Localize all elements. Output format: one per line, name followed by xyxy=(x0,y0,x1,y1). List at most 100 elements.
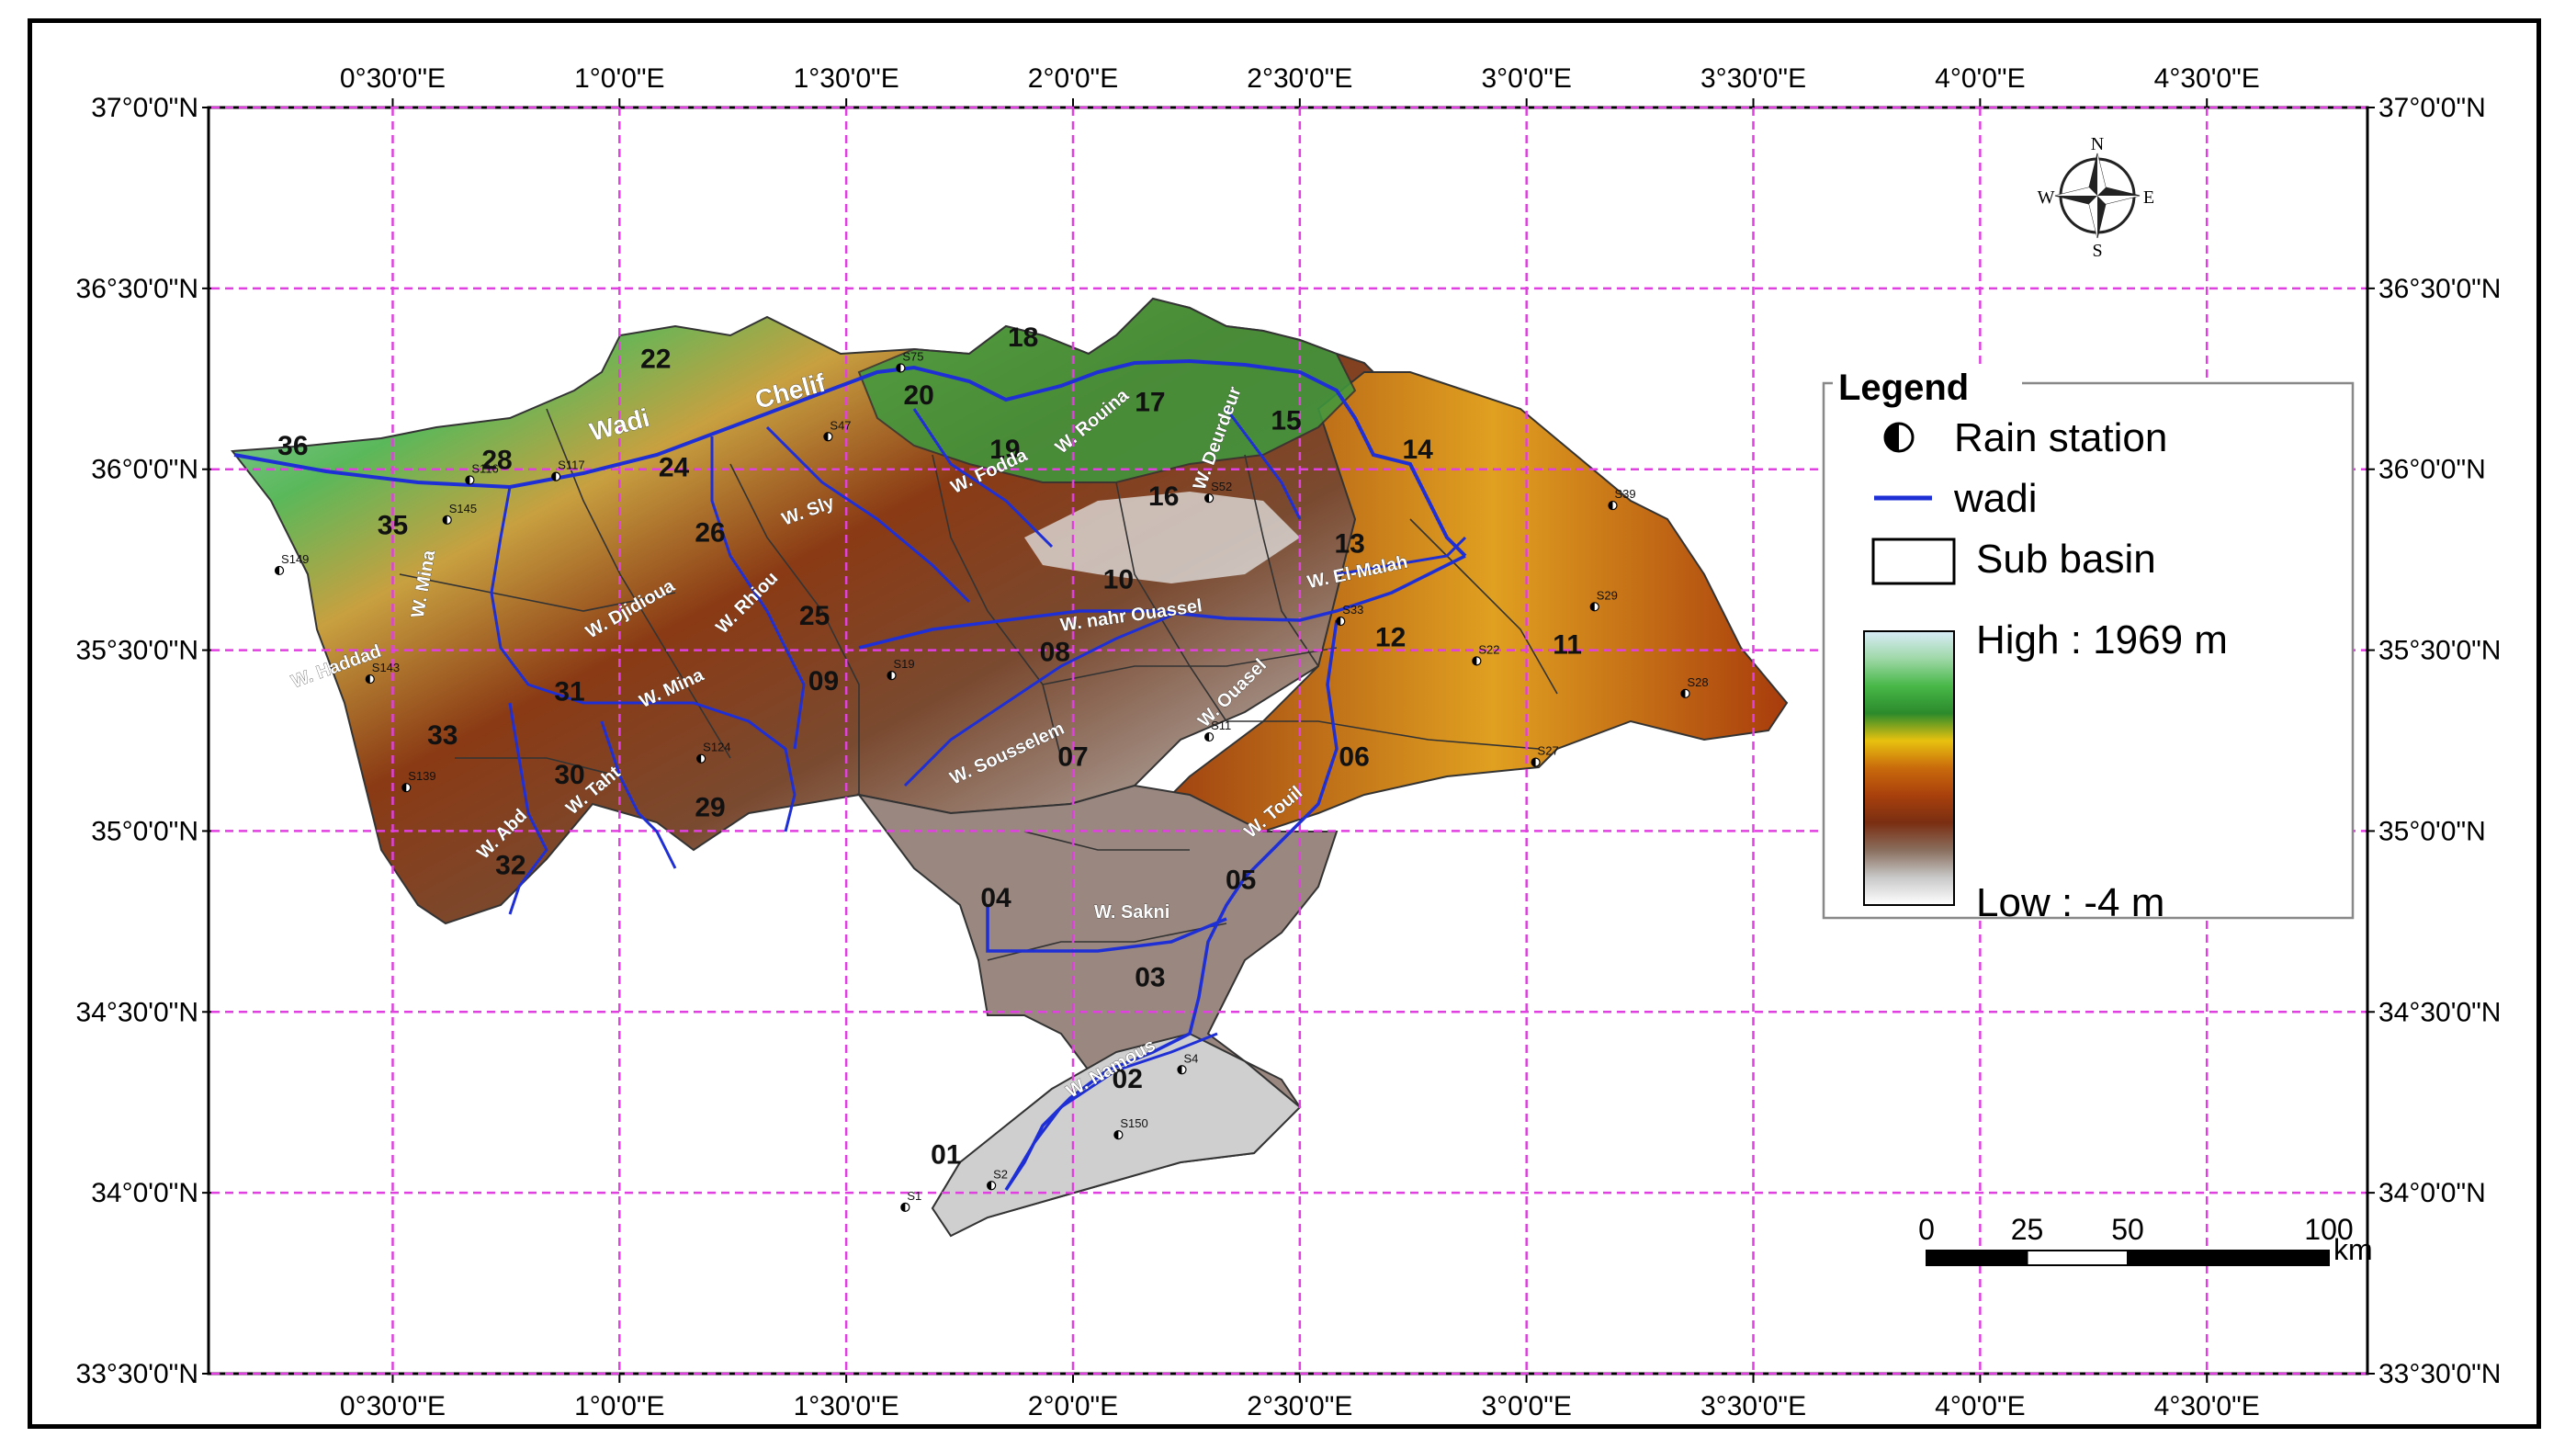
rain-station-S11: S11 xyxy=(1204,719,1231,742)
rain-station-label: S27 xyxy=(1538,744,1559,758)
wadi-sly xyxy=(765,425,971,604)
legend-low-label: Low : -4 m xyxy=(1976,880,2164,925)
lon-label-bottom-4: 2°30'0"E xyxy=(1247,1391,1352,1421)
legend-high-label: High : 1969 m xyxy=(1976,617,2228,662)
lat-label-right-3: 35°0'0"N xyxy=(2378,816,2486,846)
sub-basin-label-33: 33 xyxy=(427,720,458,751)
sub-basin-swatch-icon xyxy=(1871,538,1956,585)
sub-basin-label-12: 12 xyxy=(1375,623,1406,653)
latitude-labels-left: 33°30'0"N 34°0'0"N 34°30'0"N 35°0'0"N 35°30'… xyxy=(76,93,198,1389)
wadi-label-1: W. Sakni xyxy=(1094,902,1169,923)
sub-basin-label-14: 14 xyxy=(1403,435,1434,465)
rain-station-label: S75 xyxy=(902,349,923,363)
rain-station-label: S2 xyxy=(993,1167,1008,1181)
scale-segment-1 xyxy=(2026,1250,2129,1266)
lon-label-bottom-2: 1°30'0"E xyxy=(794,1391,899,1421)
lat-label-left-7: 37°0'0"N xyxy=(91,93,198,123)
rain-station-S149: S149 xyxy=(274,552,309,576)
rain-station-label: S39 xyxy=(1614,487,1635,501)
sub-basin-label-02: 02 xyxy=(1113,1064,1143,1094)
wadi-fodda xyxy=(912,408,1054,549)
lon-label-top-8: 4°30'0"E xyxy=(2154,63,2260,94)
rain-station-label: S22 xyxy=(1478,642,1499,656)
sub-basin-label-06: 06 xyxy=(1339,742,1369,773)
lon-label-top-1: 1°0'0"E xyxy=(574,63,664,94)
rain-station-label: S149 xyxy=(281,552,309,566)
wadi-rhiou xyxy=(710,436,806,750)
rain-station-S4: S4 xyxy=(1177,1051,1198,1075)
sub-basin-label-08: 08 xyxy=(1040,637,1070,667)
wadi-deurdeur xyxy=(1225,408,1302,520)
wadi-namous xyxy=(1004,1032,1218,1191)
lat-label-right-1: 34°0'0"N xyxy=(2378,1178,2486,1208)
legend-wadi-label: wadi xyxy=(1953,476,2038,521)
legend-rain-station: Rain station xyxy=(1883,415,2167,460)
sub-basin-label-20: 20 xyxy=(903,380,933,411)
chelif-basin-snowcap xyxy=(1024,492,1300,583)
chelif-basin-northeast xyxy=(857,297,1357,483)
map-frame: S39 S29 S28 S27 S22 S33 S11 S150 S2 S1 S4 S75 S47 S52… xyxy=(28,18,2541,1429)
legend-rain-station-label: Rain station xyxy=(1954,415,2167,460)
rain-station-label: S29 xyxy=(1597,588,1618,602)
sub-basin-label-35: 35 xyxy=(378,511,408,541)
lon-label-bottom-7: 4°0'0"E xyxy=(1935,1391,2025,1421)
rain-station-S150: S150 xyxy=(1113,1116,1148,1140)
lat-label-right-5: 36°0'0"N xyxy=(2378,455,2486,485)
lat-label-right-6: 36°30'0"N xyxy=(2378,274,2501,304)
legend: Legend Rain station wadi Sub basin High … xyxy=(1822,368,2355,925)
sub-basin-label-22: 22 xyxy=(640,344,671,374)
rain-station-label: S117 xyxy=(558,458,584,472)
north-arrow: N S E W xyxy=(2038,134,2155,261)
lon-label-top-6: 3°30'0"E xyxy=(1700,63,1806,94)
sub-basin-label-17: 17 xyxy=(1135,388,1165,418)
rain-station-S139: S139 xyxy=(401,769,436,793)
lat-label-left-0: 33°30'0"N xyxy=(76,1359,198,1389)
map-canvas: S39S29S28S27S22S33S11S150S2S1S4S75S47S52… xyxy=(76,63,2502,1421)
sub-basin-label-07: 07 xyxy=(1057,742,1088,773)
rain-station-S33: S33 xyxy=(1336,603,1363,627)
rain-station-label: S150 xyxy=(1120,1116,1147,1130)
scale-segment-0 xyxy=(1926,1250,2028,1266)
lon-label-top-4: 2°30'0"E xyxy=(1247,63,1352,94)
rain-station-S28: S28 xyxy=(1680,675,1709,698)
wadi-sakni xyxy=(986,905,1227,953)
scale-tick-label-1: 25 xyxy=(2011,1213,2044,1246)
rain-station-label: S145 xyxy=(449,502,477,515)
sub-basin-label-03: 03 xyxy=(1135,963,1165,993)
lon-label-bottom-3: 2°0'0"E xyxy=(1028,1391,1118,1421)
rain-station-label: S143 xyxy=(372,661,400,674)
sub-basin-label-29: 29 xyxy=(695,793,725,823)
lon-label-bottom-8: 4°30'0"E xyxy=(2154,1391,2260,1421)
sub-basin-label-13: 13 xyxy=(1334,528,1364,559)
compass-north: N xyxy=(2091,134,2104,154)
sub-basin-label-10: 10 xyxy=(1103,565,1134,595)
scale-unit-label: km xyxy=(2333,1233,2373,1266)
wadi-abd xyxy=(508,702,548,915)
sub-basin-labels: 01 02 03 04 05 06 07 08 09 10 11 12 13 14 15 16 17 18 19 20… xyxy=(277,323,1582,1171)
rain-station-S52: S52 xyxy=(1204,480,1232,504)
sub-basin-label-18: 18 xyxy=(1008,323,1038,353)
lat-label-right-4: 35°30'0"N xyxy=(2378,636,2501,666)
lat-label-right-0: 33°30'0"N xyxy=(2378,1359,2501,1389)
scale-tick-label-3: 100 xyxy=(2304,1213,2353,1246)
lon-label-top-2: 1°30'0"E xyxy=(794,63,899,94)
sub-basin-label-16: 16 xyxy=(1148,481,1179,512)
rain-station-label: S139 xyxy=(408,769,435,783)
latitude-labels-right: 33°30'0"N 34°0'0"N 34°30'0"N 35°0'0"N 35°30'… xyxy=(2378,93,2501,1389)
longitude-labels-bottom: 0°30'0"E 1°0'0"E 1°30'0"E 2°0'0"E 2°30'0"E 3°… xyxy=(340,1391,2260,1421)
rain-station-label: S19 xyxy=(894,657,915,671)
sub-basin-label-36: 36 xyxy=(277,431,308,461)
lon-label-bottom-1: 1°0'0"E xyxy=(574,1391,664,1421)
sub-basin-label-11: 11 xyxy=(1553,630,1582,661)
rain-station-label: S33 xyxy=(1342,603,1363,617)
scale-segment-2 xyxy=(2127,1250,2330,1266)
rain-station-S47: S47 xyxy=(823,418,852,442)
scale-tick-label-2: 50 xyxy=(2111,1213,2144,1246)
compass-east: E xyxy=(2143,187,2154,208)
rain-station-S2: S2 xyxy=(987,1167,1008,1191)
lon-label-bottom-6: 3°30'0"E xyxy=(1700,1391,1806,1421)
rain-station-label: S11 xyxy=(1211,719,1231,732)
rain-station-S143: S143 xyxy=(365,661,400,685)
rain-station-S19: S19 xyxy=(887,657,915,681)
lat-label-left-5: 36°0'0"N xyxy=(91,455,198,485)
